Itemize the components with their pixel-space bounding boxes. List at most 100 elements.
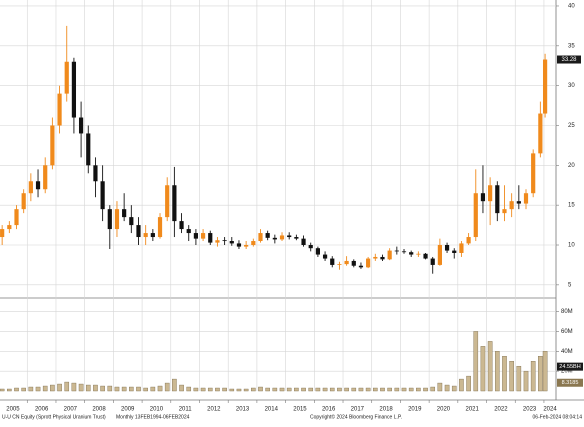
volume-bar (107, 385, 113, 392)
volume-bar (437, 382, 443, 392)
volume-bar (294, 387, 299, 392)
x-tick-label: 2012 (207, 407, 221, 413)
volume-bar (487, 341, 493, 392)
candle-body (523, 193, 529, 204)
plot: 2005 2006 2007 2008 2009 2010 2011 2012 2013 2014… (0, 0, 583, 413)
candle-body (86, 133, 91, 166)
volume-bar (157, 385, 163, 392)
candle-body (200, 233, 206, 239)
volume-bar (516, 365, 522, 392)
volume-bar (21, 387, 26, 392)
candle-body (416, 253, 421, 255)
volume-bar (301, 387, 306, 392)
volume-value-box (557, 378, 583, 387)
volume-bar (179, 384, 184, 392)
candle-body (516, 201, 521, 204)
security-label: U-U CN Equity (Sprott Physical Uranium T… (2, 414, 106, 420)
timestamp: 06-Feb-2024 08:04:14 (533, 414, 583, 420)
y-tick-label: 20 (568, 163, 575, 169)
volume-bar (351, 387, 357, 392)
candle-body (351, 260, 356, 266)
x-tick-label: 2010 (150, 407, 164, 413)
volume-bar (509, 361, 514, 392)
y-tick-label: 15 (568, 203, 575, 209)
volume-bar (538, 356, 543, 392)
candle-body (423, 253, 428, 259)
x-tick-label: 2024 (543, 407, 557, 413)
volume-bar (93, 384, 98, 392)
volume-bar (186, 386, 192, 392)
volume-bar (78, 383, 84, 392)
volume-bar (207, 387, 213, 392)
candle-body (265, 233, 270, 238)
candle-body (193, 233, 199, 239)
volume-bar (416, 387, 421, 392)
candle-body (452, 250, 457, 253)
volume-bar (64, 381, 70, 392)
volume-bar (387, 387, 392, 392)
candle-body (100, 181, 105, 210)
volume-bar (394, 387, 400, 392)
candle-body (337, 264, 342, 265)
candle-body (509, 201, 514, 210)
volume-bar (373, 387, 378, 392)
y-tick-label: 40 (568, 4, 575, 10)
volume-bar (251, 387, 256, 392)
candle-body (129, 217, 134, 226)
candle-body (358, 265, 364, 268)
candle-body (7, 225, 12, 230)
period-label: Monthly 13FEB1994-06FEB2024 (116, 414, 190, 420)
candle-body (78, 117, 84, 134)
volume-bar (0, 388, 5, 392)
candle-body (43, 165, 48, 190)
candle-body (208, 233, 213, 243)
volume-bar (258, 386, 263, 392)
candle-body (366, 258, 371, 268)
candle-body (229, 241, 234, 244)
volume-bar (243, 388, 249, 392)
volume-bar (100, 385, 105, 392)
volume-bar (473, 331, 479, 392)
volume-tick-label: 60M (561, 329, 573, 335)
x-tick-label: 2020 (437, 407, 451, 413)
y-tick-label: 10 (568, 243, 575, 249)
volume-bar (35, 386, 41, 392)
volume-bar (71, 382, 77, 392)
volume-bar (494, 351, 500, 392)
candle-body (215, 240, 220, 243)
candle-body (244, 245, 249, 247)
candle-body (64, 61, 69, 94)
candle-body (401, 251, 407, 253)
volume-bar (344, 387, 349, 392)
volume-bar (502, 356, 507, 392)
volume-bar (193, 387, 199, 392)
candle-body (430, 258, 435, 265)
volume-value-label: 8.3185 (562, 380, 579, 386)
volume-tick-label: 80M (561, 309, 573, 315)
candle-body (14, 209, 19, 226)
volume-bar (530, 361, 536, 392)
candle-body (373, 256, 378, 259)
volume-bar (308, 387, 314, 392)
candle-body (186, 229, 191, 234)
volume-bar (329, 387, 335, 392)
volume-bar (164, 382, 170, 392)
candle-body (344, 260, 349, 265)
candle-body (315, 248, 320, 255)
volume-bar (315, 387, 321, 392)
candle-body (222, 240, 227, 242)
candle-body (502, 209, 507, 214)
x-tick-label: 2008 (92, 407, 106, 413)
candle-body (301, 238, 306, 246)
volume-bar (229, 388, 235, 392)
volume-bar (200, 387, 206, 392)
candle-body (28, 181, 33, 194)
volume-bar (322, 387, 328, 392)
candle-body (50, 125, 55, 166)
candle-body (387, 250, 392, 260)
volume-bar (28, 386, 34, 392)
candle-body (143, 233, 148, 238)
x-tick-label: 2017 (351, 407, 365, 413)
candle-body (488, 185, 493, 202)
x-tick-label: 2015 (293, 407, 307, 413)
